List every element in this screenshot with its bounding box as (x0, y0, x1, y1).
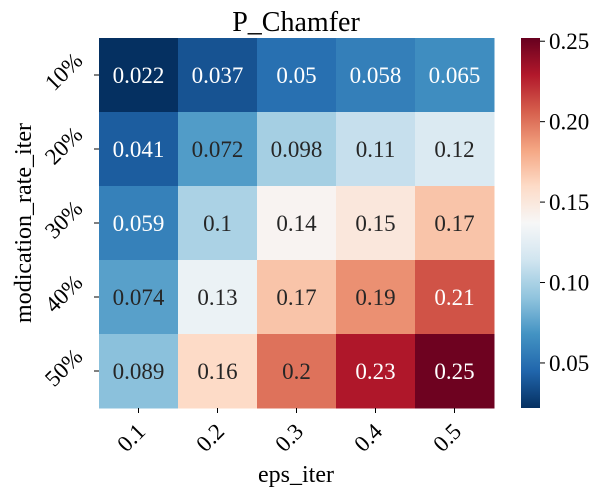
cell-value-label: 0.16 (197, 359, 237, 384)
cell-value-label: 0.05 (276, 63, 316, 88)
cell-value-label: 0.12 (434, 137, 474, 162)
cell-value-label: 0.15 (355, 211, 395, 236)
heatmap-cell (99, 112, 179, 187)
heatmap-cell (336, 112, 416, 187)
heatmap-cells: 0.022 0.037 0.05 0.058 0.065 0.041 0.072 0.098 0… (99, 38, 495, 409)
x-axis-label: eps_iter (258, 462, 334, 488)
heatmap-cell (99, 260, 179, 335)
colorbar-tick-label: 0.15 (549, 190, 589, 215)
x-tick-label: 0.1 (112, 419, 150, 457)
heatmap-cell (99, 186, 179, 261)
cell-value-label: 0.14 (276, 211, 317, 236)
colorbar-tick-label: 0.10 (549, 271, 589, 296)
x-axis-ticks: 0.1 0.2 0.3 0.4 0.5 (112, 408, 466, 457)
y-axis-ticks: 10% 20% 30% 40% 50% (40, 48, 99, 391)
heatmap-cell (178, 186, 258, 261)
heatmap-cell (257, 186, 337, 261)
cell-value-label: 0.065 (429, 63, 481, 88)
x-tick-label: 0.5 (428, 419, 466, 457)
cell-value-label: 0.19 (355, 285, 395, 310)
colorbar-tick-label: 0.25 (549, 29, 589, 54)
heatmap-cell (336, 186, 416, 261)
heatmap-cell (99, 38, 179, 113)
cell-value-label: 0.074 (113, 285, 165, 310)
y-tick-label: 40% (40, 270, 87, 317)
cell-value-label: 0.17 (276, 285, 316, 310)
colorbar: 0.05 0.10 0.15 0.20 0.25 (521, 29, 589, 408)
heatmap-cell (178, 112, 258, 187)
y-tick-label: 50% (40, 344, 87, 391)
cell-value-label: 0.2 (282, 359, 311, 384)
heatmap-cell (178, 334, 258, 409)
cell-value-label: 0.037 (192, 63, 244, 88)
cell-value-label: 0.21 (434, 285, 474, 310)
cell-value-label: 0.059 (113, 211, 165, 236)
x-tick-label: 0.3 (270, 419, 308, 457)
cell-value-label: 0.098 (271, 137, 323, 162)
heatmap-cell (257, 112, 337, 187)
chart-title: P_Chamfer (232, 7, 360, 38)
cell-value-label: 0.072 (192, 137, 244, 162)
x-tick-label: 0.4 (349, 418, 387, 456)
heatmap-cell (336, 334, 416, 409)
heatmap-cell (415, 112, 495, 187)
y-tick-label: 20% (40, 122, 87, 169)
cell-value-label: 0.25 (434, 359, 474, 384)
heatmap-cell (99, 334, 179, 409)
colorbar-gradient (521, 38, 540, 408)
cell-value-label: 0.1 (203, 211, 232, 236)
heatmap-cell (336, 38, 416, 113)
cell-value-label: 0.11 (356, 137, 395, 162)
cell-value-label: 0.041 (113, 137, 165, 162)
y-tick-label: 10% (40, 48, 87, 95)
cell-value-label: 0.17 (434, 211, 474, 236)
cell-value-label: 0.089 (113, 359, 165, 384)
heatmap-cell (178, 38, 258, 113)
colorbar-tick-label: 0.20 (549, 110, 589, 135)
x-tick-label: 0.2 (191, 419, 229, 457)
heatmap-cell (415, 260, 495, 335)
heatmap-cell (257, 334, 337, 409)
heatmap-cell (178, 260, 258, 335)
heatmap-cell (336, 260, 416, 335)
colorbar-tick-label: 0.05 (549, 351, 589, 376)
cell-value-label: 0.022 (113, 63, 165, 88)
heatmap-cell (415, 38, 495, 113)
y-axis-label: modication_rate_iter (11, 123, 37, 323)
heatmap-cell (257, 260, 337, 335)
heatmap-cell (257, 38, 337, 113)
cell-value-label: 0.23 (355, 359, 395, 384)
cell-value-label: 0.058 (350, 63, 402, 88)
y-tick-label: 30% (40, 196, 87, 243)
heatmap-cell (415, 186, 495, 261)
cell-value-label: 0.13 (197, 285, 237, 310)
heatmap-cell (415, 334, 495, 409)
